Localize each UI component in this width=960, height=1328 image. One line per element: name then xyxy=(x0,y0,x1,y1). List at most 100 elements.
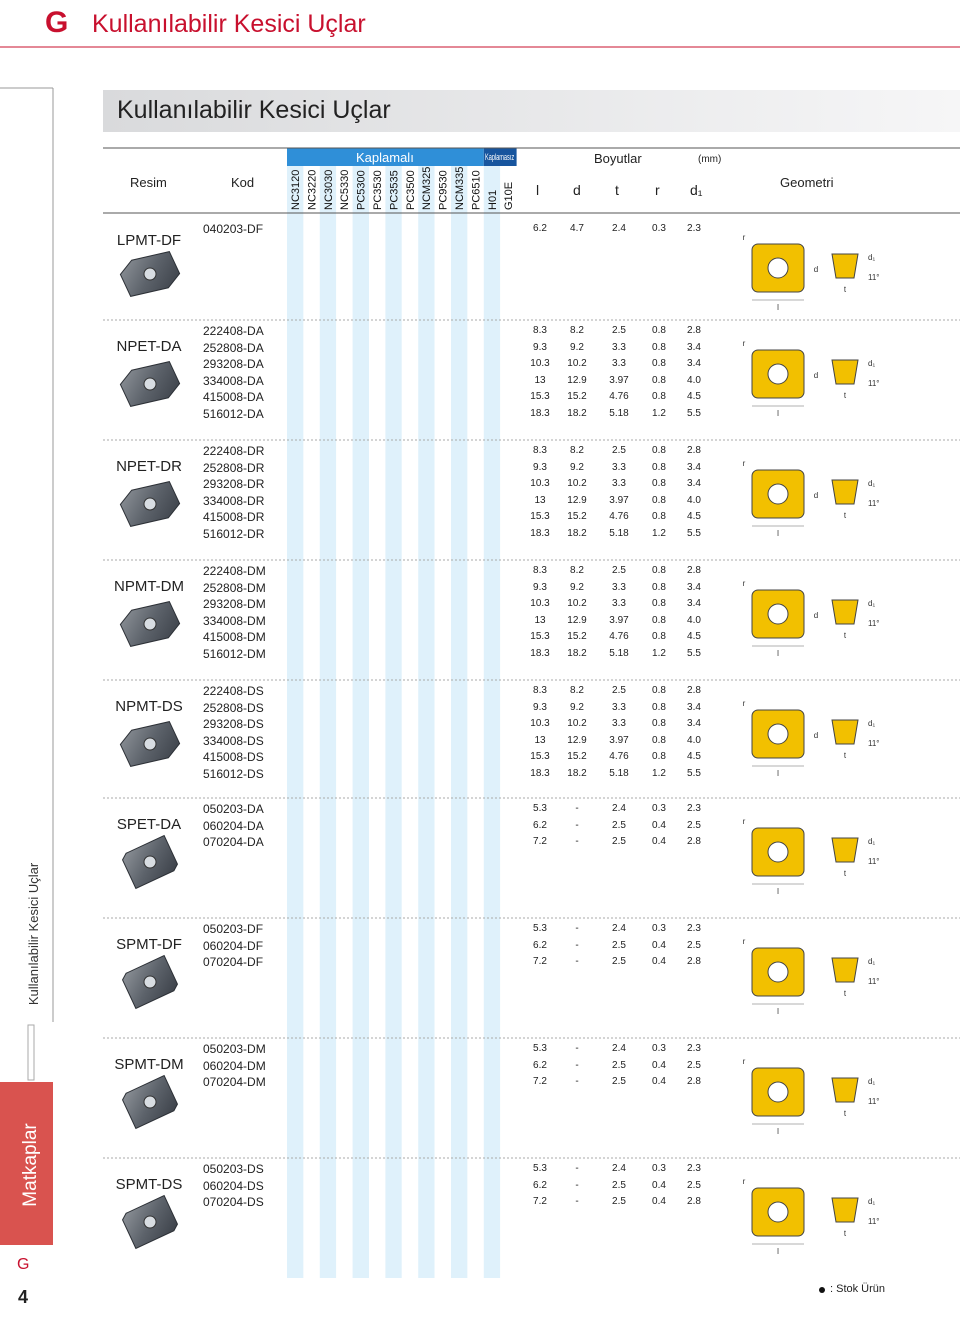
code: 222408-DS xyxy=(203,684,264,698)
dim-value: 5.5 xyxy=(687,527,701,539)
dim-value: 10.2 xyxy=(567,478,587,489)
dim-value: - xyxy=(575,1163,579,1174)
dim-value: 0.4 xyxy=(652,1076,666,1087)
dim-value: 8.3 xyxy=(533,685,547,696)
header-letter: G xyxy=(45,6,69,39)
dim-value: 15.3 xyxy=(530,631,550,642)
dim-value: 2.3 xyxy=(687,923,701,934)
dim-value: 6.2 xyxy=(533,1059,547,1071)
grade-column xyxy=(401,166,419,1278)
dim-value: - xyxy=(575,923,579,934)
dim-value: 0.4 xyxy=(652,819,666,831)
dim-value: 2.8 xyxy=(687,445,701,456)
dim-value: 18.2 xyxy=(567,767,587,779)
dim-value: 8.3 xyxy=(533,325,547,336)
grade-column xyxy=(483,166,501,1278)
geometry-hole xyxy=(767,841,789,863)
dim-value: - xyxy=(575,819,579,831)
dim-value: 3.97 xyxy=(609,734,629,746)
geom-label: t xyxy=(844,751,847,760)
dim-value: 5.18 xyxy=(609,527,629,539)
group-name: NPMT-DM xyxy=(114,578,184,595)
dim-value: 2.5 xyxy=(687,1179,701,1191)
dim-value: 5.18 xyxy=(609,767,629,779)
uncoated-band xyxy=(483,148,517,166)
grade-label: PC3535 xyxy=(388,170,400,210)
geom-label: t xyxy=(844,391,847,400)
dim-value: - xyxy=(575,956,579,967)
group-name: SPMT-DS xyxy=(115,1176,183,1193)
dim-value: 0.8 xyxy=(652,391,666,402)
dim-value: 3.4 xyxy=(687,341,701,353)
dim-value: 3.3 xyxy=(612,718,626,729)
dim-value: 2.5 xyxy=(612,445,626,456)
dim-value: 3.4 xyxy=(687,718,701,729)
dim-value: 9.2 xyxy=(570,581,584,593)
dim-value: 4.5 xyxy=(687,511,701,522)
dim-value: 4.76 xyxy=(609,391,629,402)
dim-value: 5.3 xyxy=(533,1043,547,1054)
dim-value: 0.4 xyxy=(652,1179,666,1191)
dim-value: 4.0 xyxy=(687,734,701,746)
geom-label: r xyxy=(743,579,746,588)
geom-label: l xyxy=(777,649,779,658)
dim-value: - xyxy=(575,1076,579,1087)
grade-column xyxy=(451,166,468,1278)
insert-hole xyxy=(143,855,157,869)
dim-value: 2.5 xyxy=(612,1196,626,1207)
dim-value: 0.8 xyxy=(652,494,666,506)
dim-value: 3.3 xyxy=(612,461,626,473)
dim-value: 8.3 xyxy=(533,565,547,576)
dim-value: 2.8 xyxy=(687,1076,701,1087)
code: 334008-DM xyxy=(203,613,266,628)
section-title: Kullanılabilir Kesici Uçlar xyxy=(117,96,391,124)
col-header: Kaplamalı xyxy=(356,150,414,165)
dim-value: - xyxy=(575,1059,579,1071)
geometry-side-view xyxy=(831,253,859,279)
insert-hole xyxy=(143,1095,157,1109)
code: 252808-DM xyxy=(203,580,266,595)
code: 252808-DR xyxy=(203,460,265,475)
geom-label: d xyxy=(814,265,818,274)
dim-value: - xyxy=(575,1179,579,1191)
geometry-side-view xyxy=(831,837,859,863)
dim-value: 0.8 xyxy=(652,701,666,713)
dim-value: 0.4 xyxy=(652,1196,666,1207)
dim-value: 3.97 xyxy=(609,614,629,626)
dim-value: - xyxy=(575,1196,579,1207)
grade-column xyxy=(434,166,451,1278)
dim-value: 8.2 xyxy=(570,445,584,456)
dim-value: 4.0 xyxy=(687,374,701,386)
code: 293208-DM xyxy=(203,597,266,611)
dim-value: 2.3 xyxy=(687,223,701,234)
code: 516012-DM xyxy=(203,646,266,661)
dim-value: - xyxy=(575,836,579,847)
geometry-side-view xyxy=(831,957,859,983)
geometry-side-view xyxy=(831,1077,859,1103)
dim-value: 6.2 xyxy=(533,1179,547,1191)
dim-value: 2.4 xyxy=(612,803,626,814)
insert-hole xyxy=(143,1215,157,1229)
dim-value: 9.2 xyxy=(570,701,584,713)
dim-value: 9.2 xyxy=(570,341,584,353)
legend-dot xyxy=(819,1287,825,1293)
dim-value: 8.2 xyxy=(570,685,584,696)
dim-value: 15.2 xyxy=(567,511,587,522)
dim-value: 10.2 xyxy=(567,718,587,729)
grade-label: NCM325 xyxy=(421,167,433,210)
dim-value: 15.3 xyxy=(530,511,550,522)
dim-value: - xyxy=(575,803,579,814)
side-label: Kullanılabilir Kesici Uçlar xyxy=(26,862,41,1005)
group-name: SPET-DA xyxy=(116,816,182,833)
code: 334008-DR xyxy=(203,493,265,508)
code: 070204-DM xyxy=(203,1075,266,1089)
dim-value: 5.5 xyxy=(687,767,701,779)
dim-value: 0.3 xyxy=(652,223,666,234)
group-name: NPET-DA xyxy=(116,338,182,355)
dim-value: 3.4 xyxy=(687,478,701,489)
dim-value: 5.3 xyxy=(533,803,547,814)
insert-hole xyxy=(143,975,157,989)
dim-value: 2.5 xyxy=(612,939,626,951)
page-number: 4 xyxy=(18,1287,29,1307)
code: 516012-DR xyxy=(203,526,265,541)
